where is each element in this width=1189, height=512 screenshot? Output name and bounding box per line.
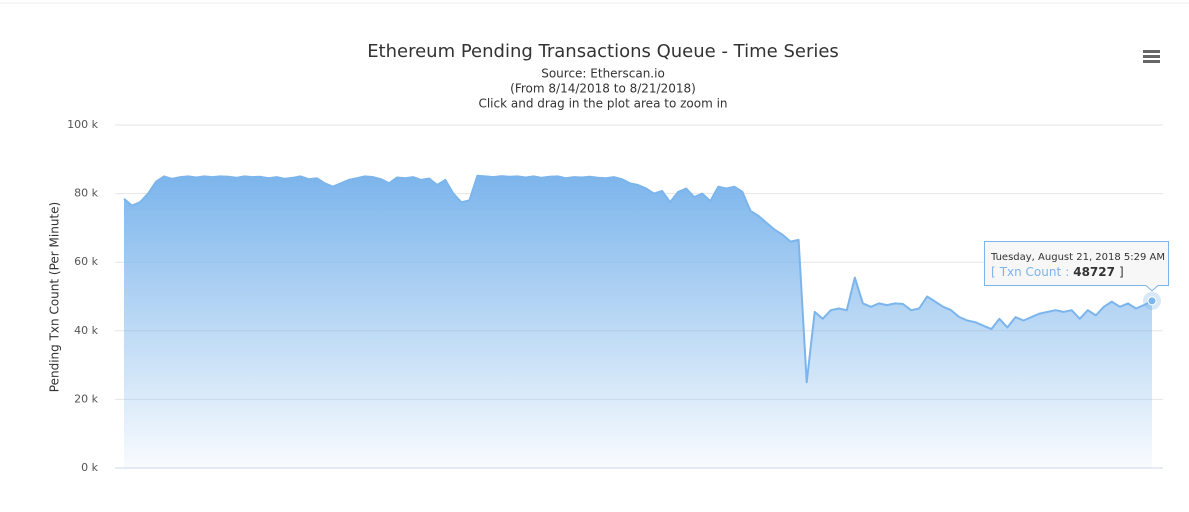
- tooltip-close: ]: [1119, 265, 1124, 279]
- chart-subtitle: (From 8/14/2018 to 8/21/2018): [510, 82, 696, 96]
- y-tick-label: 0 k: [81, 461, 98, 474]
- menu-bar[interactable]: [1143, 50, 1160, 53]
- tooltip-box: [984, 241, 1169, 292]
- hover-point: [1147, 296, 1157, 306]
- menu-button[interactable]: [1140, 46, 1164, 68]
- tooltip-header: Tuesday, August 21, 2018 5:29 AM: [990, 252, 1165, 263]
- tooltip-open: [: [991, 265, 996, 279]
- y-tick-label: 60 k: [74, 255, 98, 268]
- chart-title: Ethereum Pending Transactions Queue - Ti…: [367, 41, 839, 62]
- y-tick-label: 40 k: [74, 324, 98, 337]
- tooltip-series-name: Txn Count: [999, 265, 1062, 279]
- tooltip-body: [Txn Count:48727]: [991, 265, 1124, 279]
- area-fill: [124, 175, 1152, 469]
- tooltip-separator: :: [1065, 265, 1069, 279]
- y-tick-label: 20 k: [74, 392, 98, 405]
- y-axis-title: Pending Txn Count (Per Minute): [48, 202, 62, 392]
- tooltip: Tuesday, August 21, 2018 5:29 AM [Txn Cou…: [984, 241, 1169, 292]
- chart-subtitle: Source: Etherscan.io: [541, 67, 665, 81]
- chart-subtitle: Click and drag in the plot area to zoom …: [478, 97, 727, 111]
- y-tick-label: 80 k: [74, 187, 98, 200]
- y-tick-label: 100 k: [67, 118, 98, 131]
- tooltip-value: 48727: [1073, 265, 1115, 279]
- series-line: [123, 174, 1153, 384]
- menu-bar[interactable]: [1143, 55, 1160, 58]
- menu-bar[interactable]: [1143, 60, 1160, 63]
